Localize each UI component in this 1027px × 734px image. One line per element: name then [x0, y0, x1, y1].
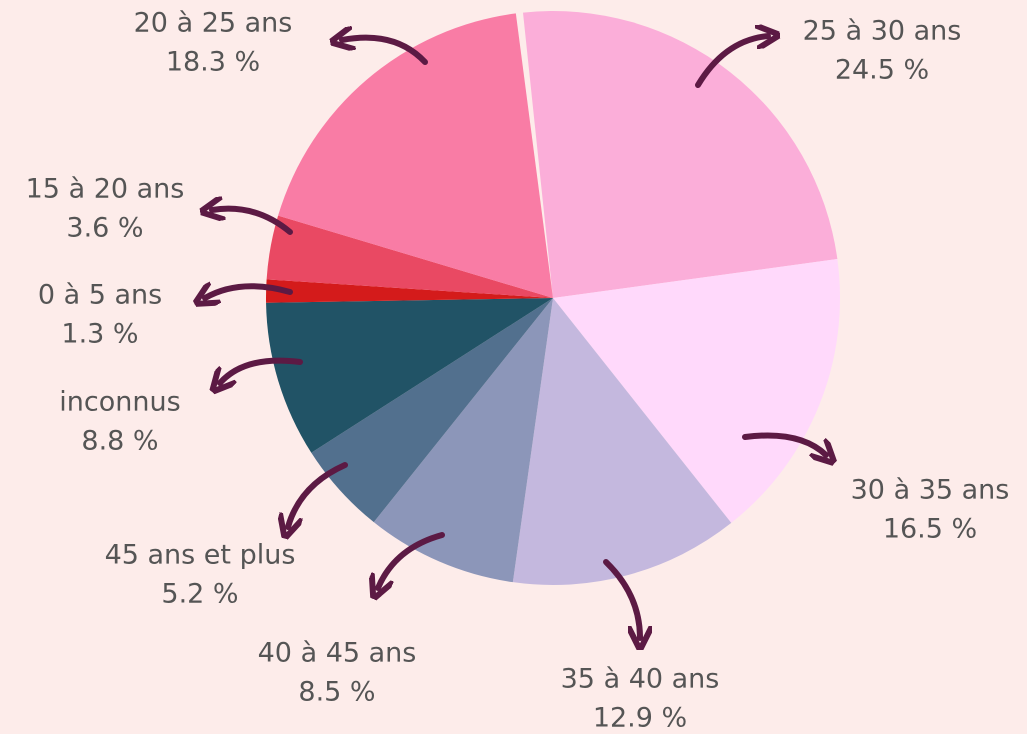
slice-value: 16.5 %	[883, 514, 977, 545]
arrow	[212, 209, 293, 235]
pie	[266, 11, 840, 585]
slice-value: 3.6 %	[66, 213, 143, 244]
arrow	[742, 432, 826, 455]
arrow	[205, 286, 293, 298]
slice-value: 24.5 %	[835, 55, 929, 86]
arrows	[205, 36, 826, 638]
slice-value: 8.8 %	[81, 426, 158, 457]
arrow	[342, 38, 428, 65]
pie-slice	[266, 298, 553, 453]
pie-slice	[266, 215, 553, 298]
arrow	[220, 357, 303, 383]
slice-label: 30 à 35 ans	[851, 475, 1010, 506]
slice-value: 5.2 %	[161, 579, 238, 610]
arrow	[288, 462, 348, 527]
slice-label: 40 à 45 ans	[258, 638, 417, 669]
pie-slice	[373, 298, 553, 583]
slice-value: 8.5 %	[298, 677, 375, 708]
pie-slice	[553, 259, 840, 523]
pie-slice	[523, 11, 838, 299]
slice-label: 15 à 20 ans	[26, 174, 185, 205]
slice-value: 12.9 %	[593, 703, 687, 734]
slice-label: 45 ans et plus	[105, 540, 296, 571]
arrow	[378, 532, 445, 588]
arrow	[603, 559, 640, 638]
pie-slice	[311, 298, 553, 523]
slice-label: 0 à 5 ans	[38, 280, 162, 311]
arrow	[695, 36, 768, 88]
slice-label: inconnus	[59, 387, 180, 418]
slice-value: 1.3 %	[61, 319, 138, 350]
pie-slice	[512, 298, 732, 585]
slice-label: 35 à 40 ans	[561, 664, 720, 695]
slice-label: 25 à 30 ans	[803, 16, 962, 47]
slice-value: 18.3 %	[166, 47, 260, 78]
pie-slice	[266, 279, 553, 303]
slice-label: 20 à 25 ans	[134, 8, 293, 39]
pie-slice	[278, 13, 553, 298]
